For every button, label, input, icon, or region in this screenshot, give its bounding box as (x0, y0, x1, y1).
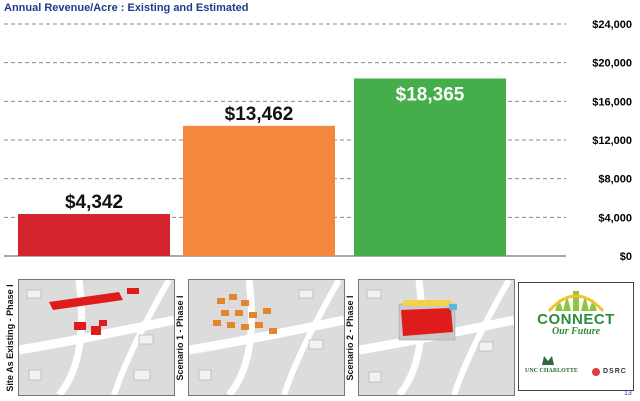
y-tick-label: $12,000 (592, 135, 632, 147)
bar-3 (354, 78, 506, 256)
existing-building-e (127, 288, 139, 294)
y-tick-label: $20,000 (592, 58, 632, 70)
bar-1 (18, 214, 170, 256)
existing-building-d (99, 320, 107, 326)
logo-unc-text: UNC CHARLOTTE (525, 368, 578, 374)
revenue-bar-chart: $4,342 $13,462 $18,365 $0 $4,000 $8,000 $12,0… (4, 19, 632, 263)
y-tick-label: $4,000 (598, 212, 632, 224)
panel-label-scenario-1: Scenario 1 - Phase I (175, 294, 185, 381)
crown-icon (542, 356, 554, 365)
dsrc-dot-icon (592, 368, 600, 376)
data-label-layer: $4,342 $13,462 $18,365 (65, 84, 465, 213)
site-map-existing (18, 279, 175, 396)
panel-label-scenario-2: Scenario 2 - Phase I (345, 294, 355, 381)
site-map-scenario-2 (358, 279, 515, 396)
y-tick-label: $24,000 (592, 19, 632, 31)
logo-tagline-text: Our Future (551, 326, 601, 337)
scenario-1-buildings (213, 294, 277, 334)
y-tick-layer: $0 $4,000 $8,000 $12,000 $16,000 $20,000 $24,0… (592, 19, 632, 263)
bar-2-value-label: $13,462 (225, 104, 294, 125)
existing-building-c (91, 326, 101, 335)
sun-rays-icon (547, 291, 605, 313)
connect-our-future-logo: CONNECT Our Future UNC CHARLOTTE DSRC (518, 282, 634, 391)
bar-1-value-label: $4,342 (65, 192, 123, 213)
existing-building-a (49, 292, 123, 310)
site-map-scenario-1 (188, 279, 345, 396)
y-tick-label: $0 (620, 251, 632, 263)
y-tick-label: $8,000 (598, 174, 632, 186)
existing-building-b (74, 322, 86, 330)
page-number: 13 (624, 390, 632, 397)
bar-3-value-label: $18,365 (396, 84, 465, 105)
scenario-2-building (401, 308, 453, 336)
panel-label-existing: Site As Existing - Phase I (5, 283, 15, 392)
bar-2 (183, 125, 335, 256)
logo-dsrc-text: DSRC (603, 368, 627, 375)
slide-title: Annual Revenue/Acre : Existing and Estim… (4, 2, 249, 14)
logo-connect-text: CONNECT (537, 311, 615, 328)
y-tick-label: $16,000 (592, 96, 632, 108)
bar-layer (18, 78, 506, 256)
